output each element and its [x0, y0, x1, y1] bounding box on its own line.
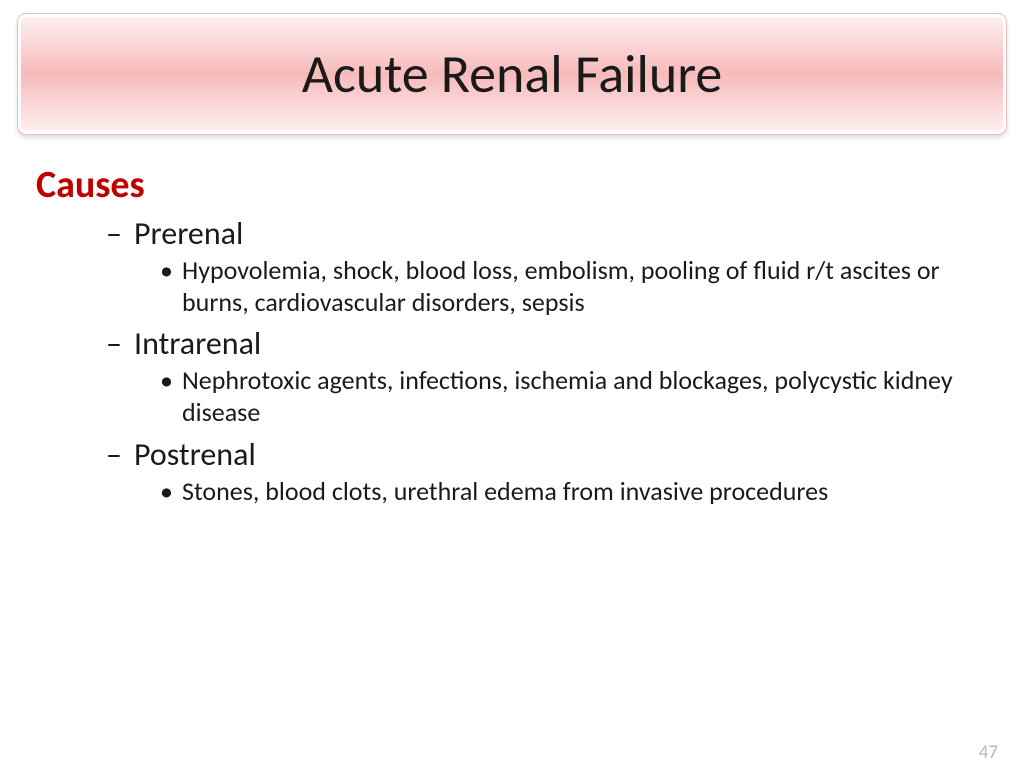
cause-label: Prerenal [134, 214, 243, 253]
causes-heading: Causes [36, 162, 962, 208]
dash-icon: – [106, 324, 122, 363]
detail-list: • Hypovolemia, shock, blood loss, emboli… [134, 255, 962, 318]
detail-text: Stones, blood clots, urethral edema from… [182, 475, 828, 507]
list-item: • Nephrotoxic agents, infections, ischem… [182, 365, 962, 428]
content-area: Causes – Prerenal • Hypovolemia, shock, … [0, 134, 1024, 508]
causes-list: – Prerenal • Hypovolemia, shock, blood l… [36, 214, 962, 508]
cause-intrarenal: – Intrarenal • Nephrotoxic agents, infec… [134, 324, 962, 428]
dash-icon: – [106, 435, 122, 474]
list-item: • Stones, blood clots, urethral edema fr… [182, 476, 962, 508]
list-item: • Hypovolemia, shock, blood loss, emboli… [182, 255, 962, 318]
cause-label: Postrenal [134, 435, 256, 474]
title-box: Acute Renal Failure [18, 14, 1006, 134]
bullet-icon: • [160, 365, 173, 397]
slide-title: Acute Renal Failure [302, 41, 722, 107]
cause-label: Intrarenal [134, 324, 261, 363]
cause-postrenal: – Postrenal • Stones, blood clots, ureth… [134, 435, 962, 508]
bullet-icon: • [160, 476, 173, 508]
dash-icon: – [106, 214, 122, 253]
page-number: 47 [979, 741, 998, 764]
cause-prerenal: – Prerenal • Hypovolemia, shock, blood l… [134, 214, 962, 318]
detail-list: • Nephrotoxic agents, infections, ischem… [134, 365, 962, 428]
detail-text: Nephrotoxic agents, infections, ischemia… [182, 364, 953, 428]
bullet-icon: • [160, 255, 173, 287]
detail-list: • Stones, blood clots, urethral edema fr… [134, 476, 962, 508]
detail-text: Hypovolemia, shock, blood loss, embolism… [182, 254, 940, 318]
